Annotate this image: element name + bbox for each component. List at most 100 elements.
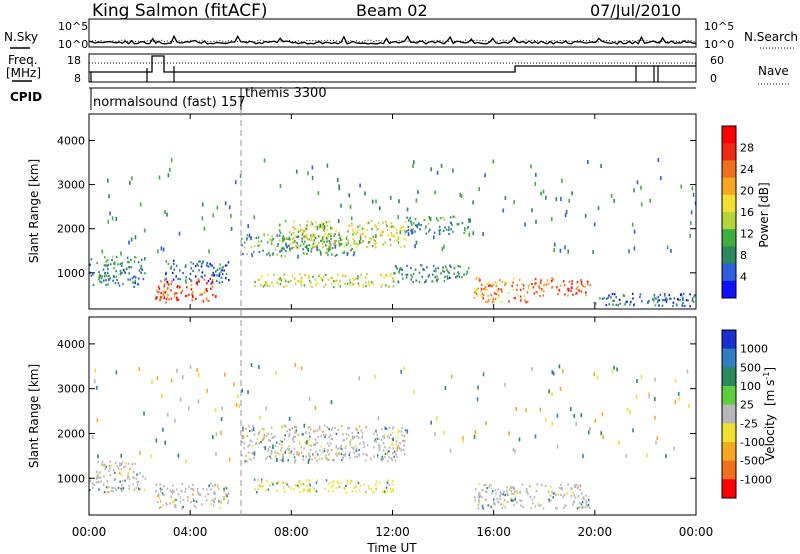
echo-cell: [504, 382, 506, 387]
echo-cell: [657, 299, 659, 302]
echo-cell: [668, 294, 671, 297]
echo-cell: [250, 363, 253, 367]
echo-cell: [593, 222, 596, 227]
echo-cell: [294, 227, 296, 230]
echo-cell: [315, 481, 318, 484]
echo-cell: [170, 265, 173, 268]
echo-cell: [538, 287, 541, 290]
echo-cell: [508, 431, 510, 436]
echo-cell: [553, 491, 556, 495]
echo-cell: [626, 300, 628, 303]
x-tick-label: 16:00: [476, 525, 511, 539]
echo-cell: [253, 478, 256, 481]
colorbar-swatch: [722, 246, 736, 265]
echo-cell: [283, 273, 285, 276]
echo-cell: [641, 300, 643, 303]
echo-cell: [430, 216, 432, 219]
echo-cell: [318, 427, 321, 430]
colorbar-swatch: [722, 212, 736, 230]
echo-cell: [577, 485, 579, 488]
echo-cell: [185, 276, 188, 279]
echo-cell: [499, 494, 502, 497]
echo-cell: [482, 507, 484, 510]
echo-cell: [559, 284, 562, 287]
colorbar-frame: [721, 329, 737, 499]
echo-cell: [276, 281, 278, 284]
echo-cell: [304, 441, 307, 444]
echo-cell: [216, 485, 219, 488]
echo-cell: [201, 503, 203, 506]
echo-cell: [303, 252, 306, 255]
echo-cell: [246, 435, 249, 438]
echo-cell: [279, 184, 282, 188]
echo-cell: [175, 498, 177, 502]
echo-cell: [611, 292, 614, 295]
echo-cell: [344, 452, 347, 455]
echo-cell: [513, 200, 515, 205]
echo-cell: [326, 442, 329, 445]
echo-cell: [127, 278, 129, 281]
echo-cell: [327, 449, 329, 452]
echo-cell: [319, 223, 322, 228]
echo-cell: [371, 199, 374, 204]
echo-cell: [511, 492, 513, 495]
echo-cell: [483, 287, 485, 291]
echo-cell: [492, 498, 495, 501]
echo-cell: [252, 424, 254, 427]
echo-cell: [288, 244, 290, 247]
echo-cell: [414, 230, 416, 233]
echo-cell: [353, 447, 355, 450]
echo-cell: [478, 498, 480, 501]
echo-cell: [311, 165, 314, 170]
echo-cell: [656, 436, 659, 441]
echo-cell: [325, 244, 327, 247]
echo-cell: [163, 283, 166, 286]
echo-cell: [185, 459, 187, 464]
y-tick-label: 4000: [57, 338, 85, 351]
echo-cell: [428, 274, 430, 277]
echo-cell: [98, 278, 100, 281]
echo-cell: [297, 230, 300, 233]
echo-cell: [484, 173, 486, 178]
echo-cell: [375, 242, 377, 245]
echo-cell: [690, 210, 693, 215]
echo-cell: [417, 222, 420, 225]
colorbar-swatch: [722, 194, 736, 213]
echo-cell: [585, 503, 588, 506]
echo-cell: [158, 506, 161, 510]
echo-cell: [506, 486, 508, 489]
echo-cell: [563, 506, 565, 509]
echo-cell: [267, 273, 269, 276]
echo-cell: [281, 247, 283, 250]
echo-cell: [314, 278, 317, 281]
echo-cell: [647, 301, 649, 305]
echo-cell: [363, 442, 365, 445]
echo-cell: [663, 298, 665, 302]
echo-cell: [215, 270, 217, 273]
echo-cell: [410, 278, 412, 281]
echo-cell: [385, 220, 387, 223]
echo-cell: [222, 498, 225, 501]
echo-cell: [315, 283, 317, 286]
echo-cell: [364, 191, 366, 196]
echo-cell: [533, 292, 536, 295]
echo-cell: [216, 205, 219, 210]
echo-cell: [367, 484, 370, 488]
echo-cell: [377, 221, 380, 224]
noise-panel-frame: [88, 18, 697, 48]
echo-cell: [488, 486, 490, 489]
echo-cell: [296, 235, 298, 238]
echo-cell: [347, 242, 350, 245]
echo-cell: [202, 260, 205, 263]
echo-cell: [307, 249, 310, 252]
echo-cell: [265, 280, 267, 284]
echo-cell: [306, 238, 309, 241]
echo-cell: [258, 365, 260, 369]
echo-cell: [414, 244, 416, 249]
echo-cell: [556, 413, 559, 418]
echo-cell: [258, 244, 261, 247]
echo-cell: [160, 490, 162, 493]
echo-cell: [310, 221, 313, 224]
echo-cell: [682, 302, 684, 305]
echo-cell: [326, 234, 329, 237]
